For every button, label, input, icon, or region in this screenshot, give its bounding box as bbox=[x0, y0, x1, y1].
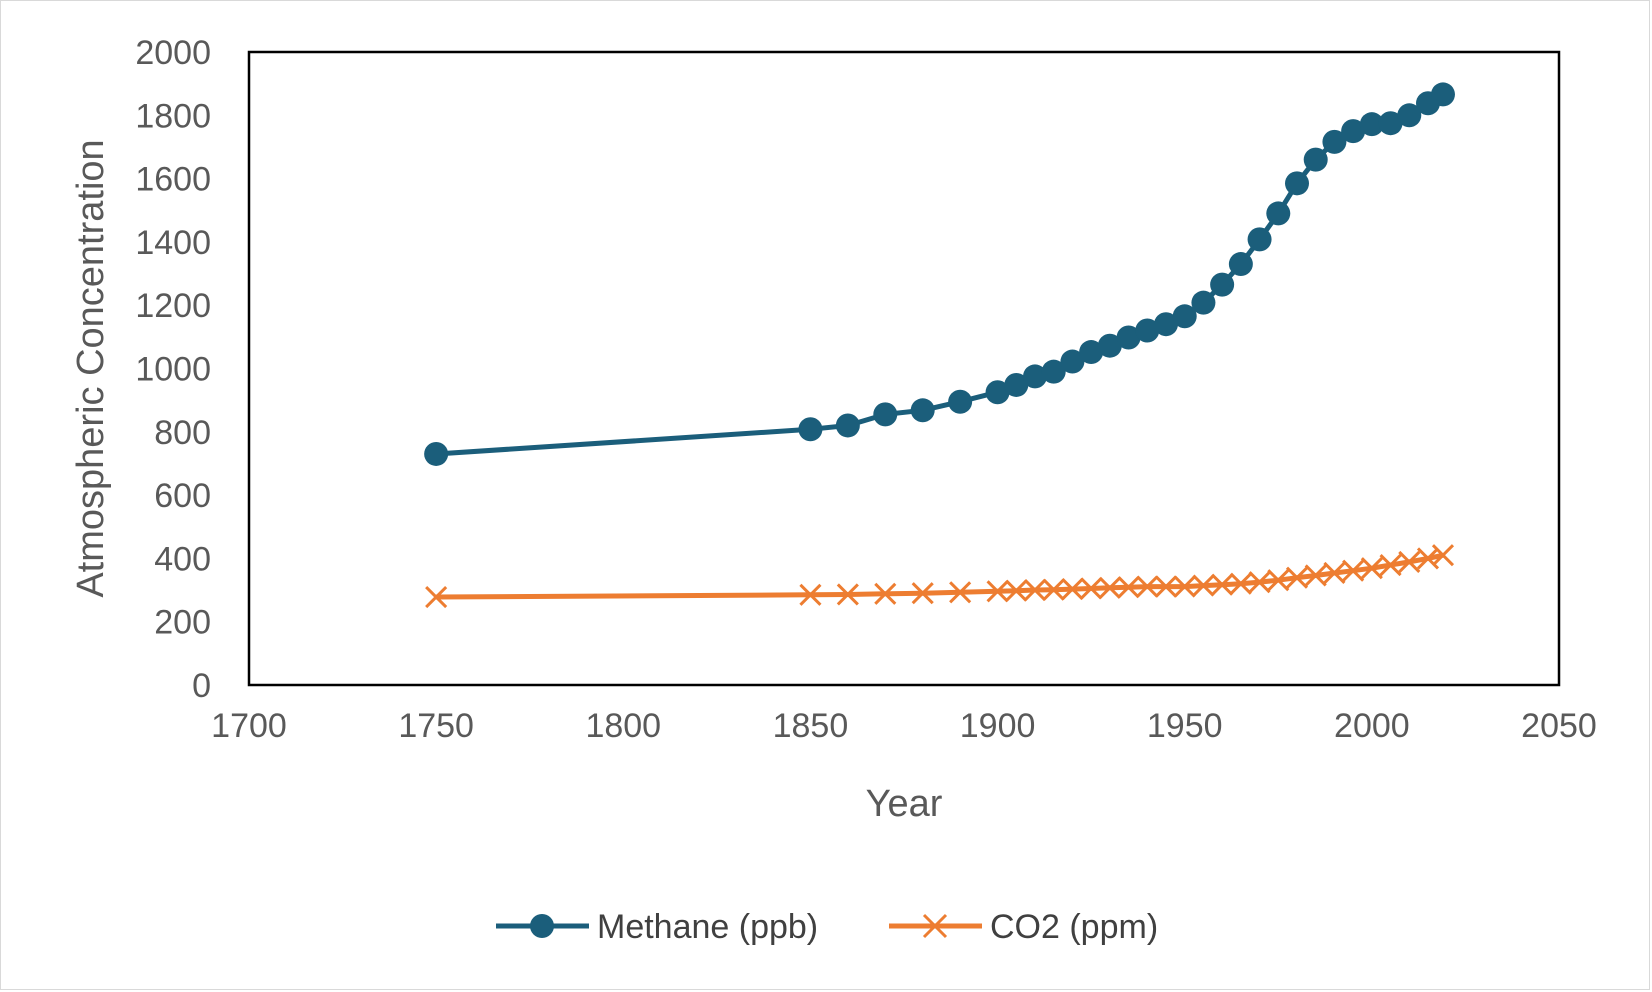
x-axis-title: Year bbox=[866, 783, 943, 825]
legend-item-co2: CO2 (ppm) bbox=[889, 908, 1158, 946]
data-point bbox=[1285, 566, 1309, 589]
series-methane bbox=[424, 82, 1455, 466]
data-point bbox=[1304, 564, 1327, 587]
legend-marker-co2 bbox=[922, 913, 948, 939]
legend-item-methane: Methane (ppb) bbox=[496, 908, 818, 946]
data-point bbox=[986, 580, 1009, 603]
legend-label-co2: CO2 (ppm) bbox=[990, 908, 1158, 946]
data-point bbox=[1192, 574, 1215, 597]
data-point bbox=[1004, 372, 1029, 397]
data-point bbox=[424, 441, 449, 466]
y-tick-label: 600 bbox=[154, 477, 211, 515]
data-point bbox=[1080, 577, 1103, 600]
data-point bbox=[1172, 304, 1197, 329]
data-point bbox=[1023, 578, 1047, 602]
data-point bbox=[1378, 111, 1403, 136]
series-layer bbox=[424, 82, 1455, 609]
data-point bbox=[1098, 576, 1121, 599]
data-point bbox=[1210, 272, 1235, 297]
y-tick-label: 400 bbox=[154, 540, 211, 578]
x-axis-ticks: 1700 1750 1800 1850 1900 1950 2000 2050 bbox=[211, 707, 1597, 745]
x-tick-label: 1700 bbox=[211, 707, 287, 745]
y-tick-label: 1000 bbox=[135, 351, 211, 389]
y-tick-label: 1800 bbox=[135, 97, 211, 135]
y-tick-label: 2000 bbox=[135, 34, 211, 72]
y-tick-label: 0 bbox=[192, 667, 211, 705]
data-point bbox=[1041, 359, 1066, 384]
data-point bbox=[1117, 576, 1140, 599]
data-point bbox=[1266, 201, 1291, 226]
data-point bbox=[1228, 252, 1253, 277]
data-point bbox=[1323, 561, 1346, 585]
legend-marker-methane bbox=[530, 914, 554, 938]
data-point bbox=[835, 413, 860, 438]
data-point bbox=[836, 583, 859, 606]
y-tick-label: 1200 bbox=[135, 287, 211, 325]
data-point bbox=[798, 417, 823, 442]
data-point bbox=[1229, 572, 1252, 595]
data-point bbox=[1285, 171, 1309, 196]
data-point bbox=[1248, 571, 1271, 594]
series-line bbox=[436, 552, 1444, 600]
data-point bbox=[799, 583, 822, 606]
data-point bbox=[1341, 119, 1366, 144]
data-point bbox=[1342, 559, 1365, 582]
data-point bbox=[1430, 82, 1455, 107]
y-tick-label: 1400 bbox=[135, 224, 211, 262]
data-point bbox=[873, 402, 898, 427]
data-point bbox=[1398, 550, 1421, 573]
data-point bbox=[1397, 103, 1422, 128]
data-point bbox=[1267, 569, 1290, 592]
y-axis-title: Atmospheric Concentration bbox=[70, 139, 112, 597]
data-point bbox=[1211, 573, 1234, 596]
data-point bbox=[985, 380, 1010, 405]
data-point bbox=[1359, 112, 1384, 137]
data-point bbox=[1191, 290, 1216, 315]
data-point bbox=[910, 398, 935, 423]
data-point bbox=[1005, 579, 1028, 602]
data-point bbox=[1360, 557, 1383, 580]
data-point bbox=[1322, 129, 1347, 154]
y-tick-label: 200 bbox=[154, 604, 211, 642]
data-point bbox=[1079, 340, 1104, 365]
x-tick-label: 1900 bbox=[960, 707, 1036, 745]
data-point bbox=[1060, 349, 1085, 374]
data-point bbox=[1154, 575, 1178, 598]
data-point bbox=[425, 585, 448, 609]
x-tick-label: 1850 bbox=[773, 707, 849, 745]
data-point bbox=[1173, 575, 1196, 598]
data-point bbox=[1097, 333, 1122, 358]
data-point bbox=[949, 581, 972, 604]
data-point bbox=[874, 582, 897, 605]
plot-area bbox=[247, 50, 1561, 687]
data-point bbox=[1247, 227, 1272, 252]
data-point bbox=[1023, 364, 1047, 389]
data-point bbox=[1379, 553, 1402, 577]
data-point bbox=[1136, 575, 1159, 598]
data-point bbox=[1116, 325, 1141, 350]
data-point bbox=[1135, 318, 1160, 343]
x-tick-label: 1750 bbox=[398, 707, 474, 745]
x-tick-label: 2050 bbox=[1521, 707, 1597, 745]
legend-label-methane: Methane (ppb) bbox=[597, 908, 818, 946]
x-tick-label: 1800 bbox=[585, 707, 661, 745]
data-point bbox=[1303, 147, 1328, 172]
legend: Methane (ppb) CO2 (ppm) bbox=[496, 908, 1158, 946]
series-co2 bbox=[425, 544, 1455, 609]
data-point bbox=[948, 389, 973, 414]
data-point bbox=[1061, 578, 1084, 601]
data-point bbox=[911, 582, 934, 605]
data-point bbox=[1431, 544, 1455, 567]
x-tick-label: 2000 bbox=[1334, 707, 1410, 745]
y-tick-label: 800 bbox=[154, 414, 211, 452]
x-tick-label: 1950 bbox=[1147, 707, 1223, 745]
data-point bbox=[1154, 312, 1178, 337]
data-point bbox=[1042, 578, 1065, 601]
series-line bbox=[435, 92, 1445, 457]
y-tick-label: 1600 bbox=[135, 161, 211, 199]
y-axis-ticks: 0 200 400 600 800 1000 1200 1400 1600 1800 2000 bbox=[135, 34, 211, 705]
